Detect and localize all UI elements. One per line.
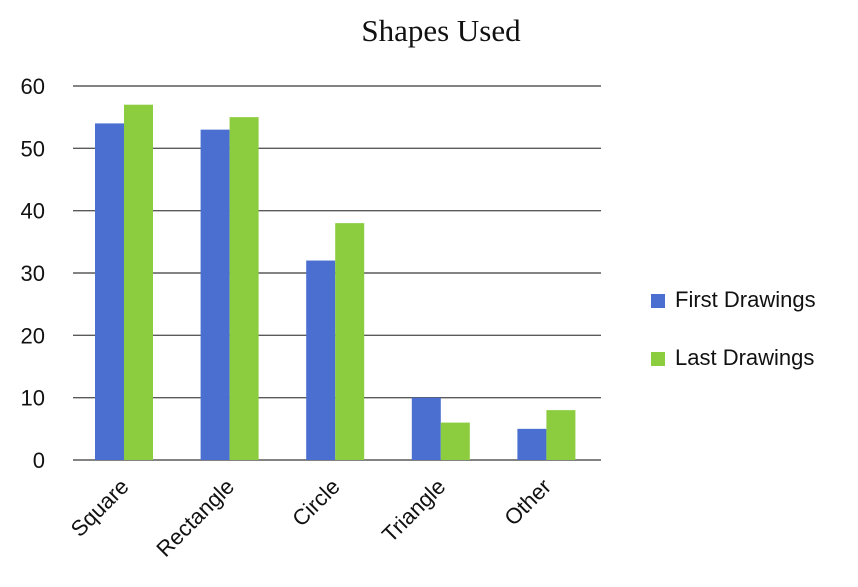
bar-other-first-drawings xyxy=(517,428,547,460)
bar-circle-first-drawings xyxy=(306,260,336,460)
bars xyxy=(95,104,576,461)
x-axis-category-labels: Square Rectangle Circle Triangle Other xyxy=(66,474,556,562)
bar-triangle-last-drawings xyxy=(440,422,470,460)
legend: First Drawings Last Drawings xyxy=(651,287,816,370)
y-tick-label: 30 xyxy=(21,261,45,286)
bar-square-first-drawings xyxy=(95,123,124,461)
y-tick-label: 20 xyxy=(21,323,45,348)
x-category-label: Rectangle xyxy=(151,474,239,562)
x-category-label: Circle xyxy=(287,474,344,531)
y-tick-label: 50 xyxy=(21,136,45,161)
y-tick-label: 0 xyxy=(33,448,45,473)
y-tick-label: 10 xyxy=(21,386,45,411)
bar-rectangle-first-drawings xyxy=(200,129,230,460)
x-category-label: Triangle xyxy=(377,474,450,547)
legend-swatch xyxy=(651,294,665,308)
bar-other-last-drawings xyxy=(546,410,576,460)
legend-swatch xyxy=(651,352,665,366)
chart-title: Shapes Used xyxy=(361,13,521,48)
legend-label: First Drawings xyxy=(675,287,816,312)
bar-triangle-first-drawings xyxy=(411,397,441,460)
bar-rectangle-last-drawings xyxy=(229,117,259,461)
bar-square-last-drawings xyxy=(124,104,153,460)
legend-label: Last Drawings xyxy=(675,345,814,370)
y-tick-label: 40 xyxy=(21,199,45,224)
bar-circle-last-drawings xyxy=(335,223,365,460)
y-axis-tick-labels: 0 10 20 30 40 50 60 xyxy=(21,74,45,473)
x-category-label: Other xyxy=(499,474,556,531)
x-category-label: Square xyxy=(66,474,134,542)
y-tick-label: 60 xyxy=(21,74,45,99)
